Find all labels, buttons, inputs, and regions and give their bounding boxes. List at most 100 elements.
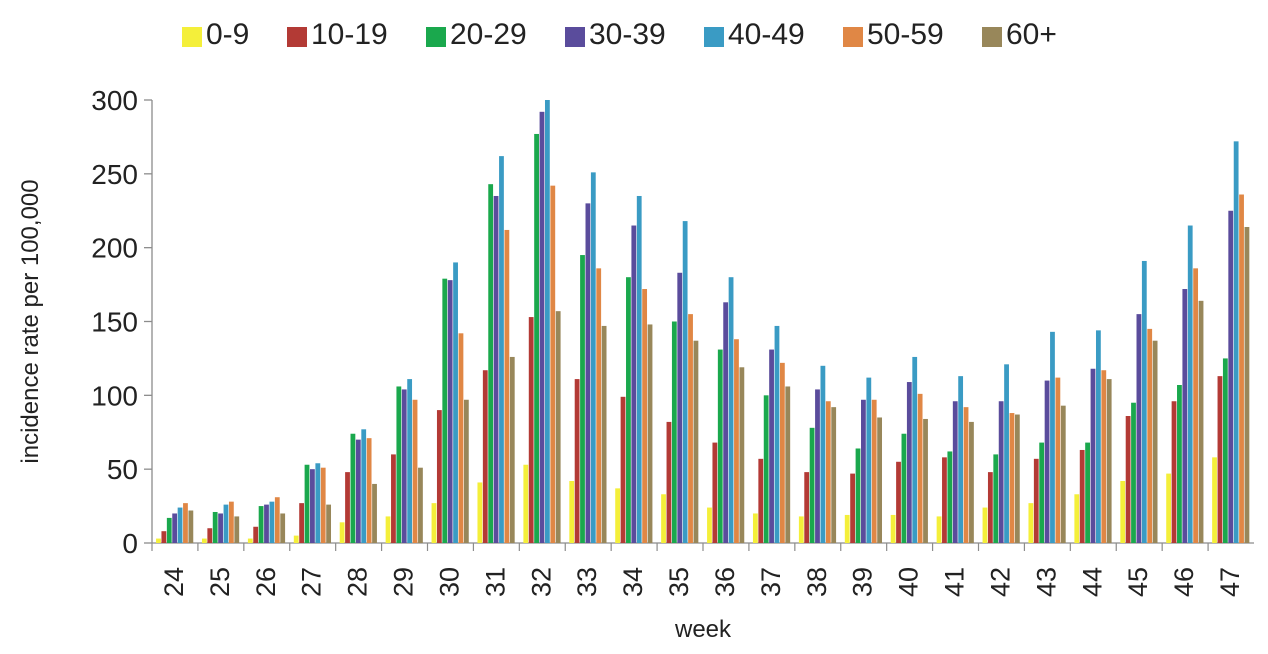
legend-item: 0-9 [182,18,249,51]
bar [666,421,672,543]
bar [712,442,718,543]
bar [896,461,901,543]
bars [156,100,1250,544]
legend-swatch [843,27,863,47]
bar [871,399,877,543]
bar [1177,385,1182,543]
x-tick-label: 43 [1031,567,1061,597]
x-axis-label: week [674,616,732,643]
bar [1212,457,1217,543]
bar [631,225,637,543]
bar [590,172,596,544]
bar [418,467,423,543]
x-tick-label: 32 [526,567,556,597]
bar [274,497,280,543]
bar [820,365,826,543]
bar [1193,268,1199,543]
bar [304,464,310,543]
y-tick-label: 100 [91,380,138,411]
x-tick-label: 28 [343,567,373,597]
bar [345,472,350,543]
bar [320,467,326,543]
bar [1187,225,1193,543]
bar [682,221,688,543]
bar [177,507,183,543]
x-tick-label: 30 [434,567,464,597]
x-tick-label: 45 [1123,567,1153,597]
bar [642,289,648,543]
bar [717,349,723,543]
bar [463,399,469,543]
bar [207,528,213,543]
bar [493,195,499,544]
bar [861,399,866,543]
x-tick-label: 42 [985,567,1015,597]
bar [253,526,259,543]
bar [172,513,178,543]
legend-swatch [565,27,585,47]
bar [739,367,745,543]
bar [1182,289,1188,543]
bar [1166,473,1172,543]
bar [350,433,356,543]
x-tick-label: 39 [848,567,878,597]
bar [188,510,194,543]
x-tick-label: 40 [894,567,924,597]
bar [1125,416,1131,543]
legend: 0-9 10-19 20-29 30-39 40-49 50-59 60+ [182,18,1057,51]
legend-item: 30-39 [565,18,666,51]
bar [952,401,958,543]
y-tick-label: 0 [122,528,138,559]
bar [488,184,494,544]
bar [636,195,642,544]
bar [555,311,561,543]
bar [647,324,653,543]
bar [947,451,953,543]
bar [677,272,683,543]
bar [758,458,764,543]
x-tick-label: 47 [1215,567,1245,597]
bar [866,377,872,543]
bar [569,480,575,543]
bar [936,516,942,543]
bar [201,538,207,543]
x-tick-label: 38 [802,567,832,597]
bar [769,349,774,543]
x-tick-label: 33 [572,567,602,597]
bar [499,156,504,544]
bar [626,277,631,543]
bar [523,464,529,543]
bar [453,262,458,543]
bar [752,513,758,543]
bar [998,401,1004,543]
bar [1120,480,1126,543]
bar [355,439,361,543]
bar [1079,449,1085,543]
bar [315,463,321,543]
bar [1028,503,1034,543]
legend-label: 20-29 [450,18,527,51]
bar [1141,260,1147,543]
bar [223,504,229,543]
bar [1171,401,1177,543]
bar [247,538,253,543]
bar [1152,340,1158,543]
y-ticks: 0 50 100 150 200 250 300 [91,85,152,559]
legend-swatch [426,27,446,47]
bar [269,501,275,543]
bar [504,229,510,543]
bar [436,410,442,543]
bar [156,538,161,543]
bar [534,133,539,543]
bar [161,531,167,543]
bar [431,503,437,543]
bar [809,427,815,543]
legend-item: 10-19 [287,18,388,51]
bar [942,457,947,543]
bar [1244,226,1250,544]
bar [1009,413,1015,543]
legend-label: 40-49 [728,18,805,51]
bar [509,356,515,543]
bar [1090,368,1096,543]
bar [734,339,739,543]
